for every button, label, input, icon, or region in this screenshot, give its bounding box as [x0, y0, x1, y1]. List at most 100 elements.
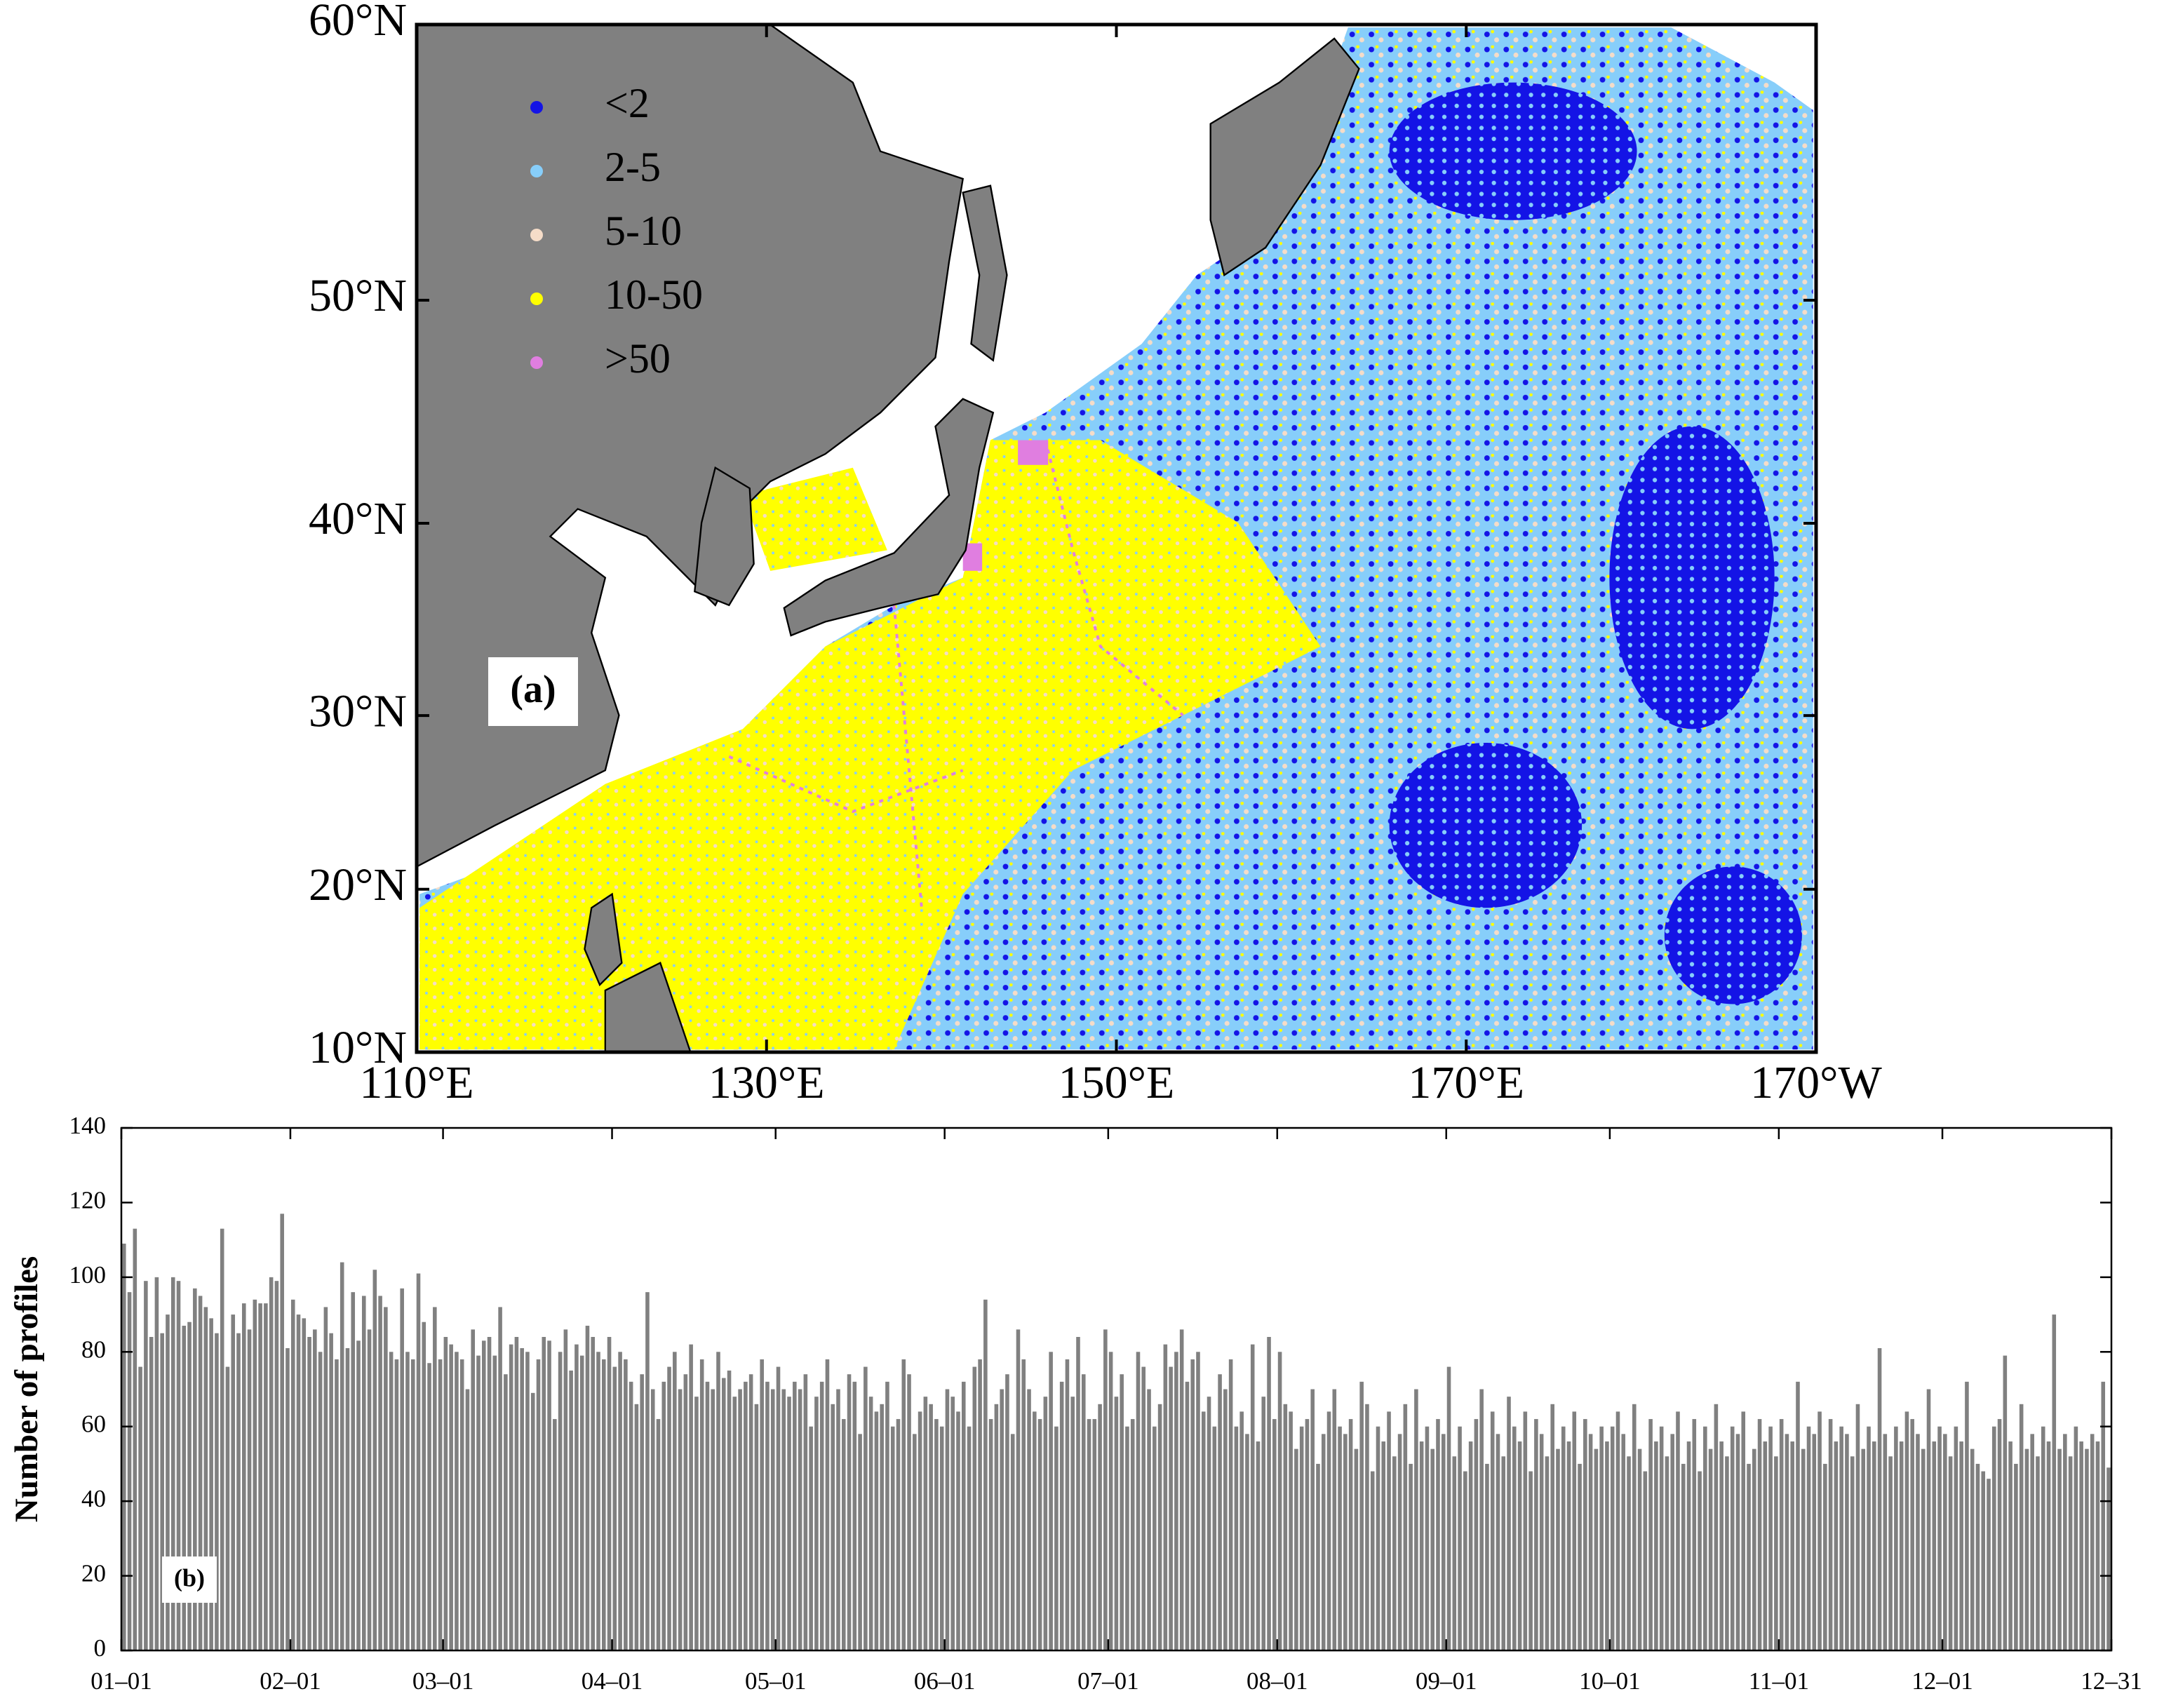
bar: [264, 1303, 268, 1650]
bar: [433, 1307, 437, 1650]
bar: [215, 1333, 219, 1650]
bar: [1648, 1419, 1653, 1650]
bar: [1370, 1471, 1375, 1650]
bar: [650, 1389, 655, 1650]
bar: [864, 1366, 868, 1650]
bar: [1348, 1419, 1353, 1650]
y-tick-label: 40°N: [309, 493, 407, 544]
bar: [596, 1352, 600, 1650]
bar: [509, 1344, 513, 1650]
bar: [231, 1314, 236, 1650]
x-tick-label: 03–01: [412, 1667, 474, 1695]
x-tick-label: 11–01: [1749, 1667, 1809, 1695]
bar: [1763, 1441, 1768, 1650]
bar: [2074, 1426, 2078, 1650]
bar: [389, 1352, 394, 1650]
y-tick-label: 0: [94, 1634, 107, 1662]
bar: [907, 1374, 911, 1650]
land-korea: [694, 466, 755, 607]
bar: [738, 1389, 742, 1650]
bar: [1289, 1411, 1293, 1650]
bar: [1839, 1426, 1843, 1650]
bar: [323, 1307, 328, 1650]
bar: [1703, 1426, 1707, 1650]
bar: [1796, 1381, 1800, 1650]
bar: [1245, 1434, 1249, 1650]
bar: [847, 1374, 852, 1650]
bar: [2003, 1355, 2008, 1650]
bar: [694, 1397, 699, 1650]
bar: [1446, 1366, 1451, 1650]
bar: [988, 1419, 993, 1650]
bar: [2079, 1441, 2083, 1650]
bar: [634, 1404, 639, 1650]
annotation-box: [488, 657, 578, 726]
bar: [890, 1426, 895, 1650]
bar: [274, 1281, 279, 1650]
bar: [1539, 1434, 1544, 1650]
bar: [1027, 1389, 1031, 1650]
y-tick-label: 30°N: [309, 685, 407, 737]
bar: [1676, 1411, 1680, 1650]
bar: [416, 1273, 421, 1650]
bar: [290, 1299, 295, 1650]
bar: [1021, 1359, 1026, 1650]
bar: [1261, 1397, 1266, 1650]
bar: [530, 1392, 535, 1650]
bar: [1463, 1471, 1467, 1650]
bar: [721, 1378, 726, 1650]
bar: [1806, 1426, 1811, 1650]
bar: [1632, 1404, 1637, 1650]
bar: [1556, 1448, 1560, 1650]
bar: [1359, 1381, 1364, 1650]
bar: [880, 1404, 884, 1650]
bar: [1147, 1389, 1151, 1650]
bar: [2008, 1441, 2012, 1650]
bar: [1588, 1434, 1593, 1650]
bar: [913, 1434, 917, 1650]
bar: [193, 1288, 197, 1650]
bar: [471, 1329, 476, 1650]
bar: [569, 1370, 573, 1650]
bar: [138, 1366, 142, 1650]
x-tick-label: 110°E: [359, 1057, 473, 1108]
bar: [1883, 1434, 1888, 1650]
bar: [901, 1359, 906, 1650]
land-taiwan: [584, 892, 623, 987]
bar: [765, 1381, 770, 1650]
bar: [1959, 1441, 1963, 1650]
bar: [972, 1366, 977, 1650]
bar: [1583, 1419, 1587, 1650]
bar: [455, 1352, 459, 1650]
bar: [1534, 1419, 1538, 1650]
bar: [601, 1359, 606, 1650]
bar: [1120, 1374, 1124, 1650]
bar: [868, 1397, 873, 1650]
bar: [2030, 1434, 2034, 1650]
bar: [525, 1352, 530, 1650]
y-tick-label: 60°N: [309, 0, 407, 46]
bar: [1643, 1471, 1648, 1650]
bar: [1735, 1434, 1740, 1650]
bar: [678, 1389, 683, 1650]
bar: [1774, 1456, 1778, 1650]
bar: [2052, 1314, 2057, 1650]
bar: [1605, 1441, 1609, 1650]
legend-label: 10-50: [605, 271, 703, 318]
bar: [1441, 1434, 1446, 1650]
bar: [607, 1337, 612, 1650]
bar: [1054, 1426, 1059, 1650]
bar: [967, 1426, 972, 1650]
bar: [1752, 1448, 1756, 1650]
bar: [1387, 1411, 1391, 1650]
bar: [1512, 1426, 1517, 1650]
ship-track-patch: [1018, 440, 1049, 465]
bar: [1867, 1426, 1871, 1650]
bar: [1310, 1389, 1315, 1650]
bar: [667, 1366, 671, 1650]
bar: [1033, 1411, 1037, 1650]
bar: [1338, 1426, 1342, 1650]
bar: [1332, 1389, 1337, 1650]
bar: [825, 1359, 830, 1650]
